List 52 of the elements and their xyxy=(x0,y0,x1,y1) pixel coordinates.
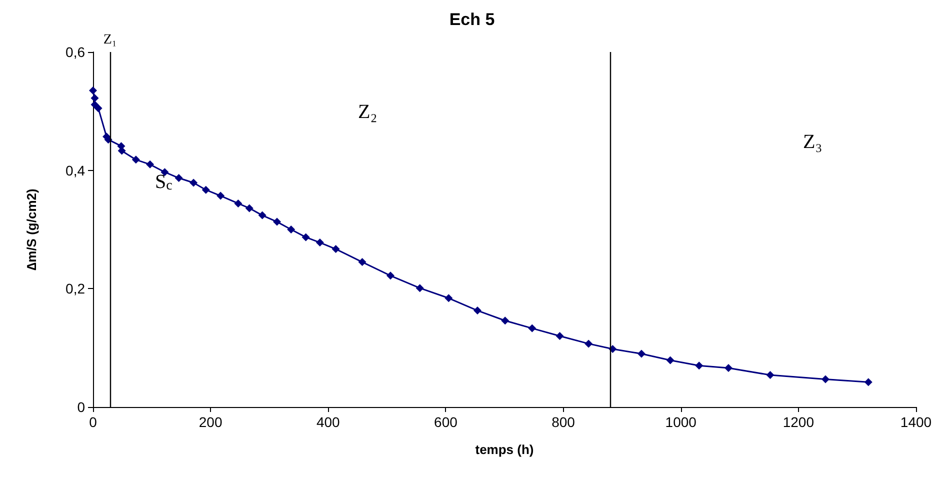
x-axis-title: temps (h) xyxy=(475,442,534,457)
chart-title: Ech 5 xyxy=(449,10,495,29)
point xyxy=(316,238,324,247)
x-tick-label: 0 xyxy=(89,414,98,430)
point xyxy=(258,211,266,220)
x-tick-label: 600 xyxy=(434,414,458,430)
point xyxy=(273,218,281,226)
point xyxy=(473,306,482,315)
point xyxy=(556,332,564,340)
point xyxy=(444,294,453,302)
point xyxy=(358,258,366,266)
y-tick-label: 0,2 xyxy=(66,280,86,297)
x-tick-label: 200 xyxy=(198,414,222,430)
point xyxy=(766,371,774,380)
ref-line-label: Z₁ xyxy=(103,32,117,48)
point xyxy=(90,94,99,102)
point xyxy=(302,233,310,242)
x-tick-label: 800 xyxy=(552,414,576,430)
point xyxy=(89,86,97,94)
point xyxy=(202,186,210,194)
y-tick-label: 0,6 xyxy=(66,44,86,60)
point xyxy=(864,378,872,386)
point xyxy=(386,272,394,280)
point xyxy=(287,226,296,234)
y-tick-label: 0 xyxy=(77,399,86,415)
x-tick-label: 1000 xyxy=(665,414,697,430)
point xyxy=(216,192,225,200)
x-tick-label: 1200 xyxy=(782,414,814,430)
point xyxy=(821,375,830,384)
point xyxy=(666,356,674,364)
point xyxy=(416,284,424,292)
point xyxy=(174,174,183,182)
point xyxy=(637,350,646,358)
x-tick-label: 1400 xyxy=(900,414,932,430)
y-tick-label: 0,4 xyxy=(66,162,86,178)
point xyxy=(332,245,340,254)
point xyxy=(528,324,536,332)
annotation: Z₂ xyxy=(358,101,378,123)
point xyxy=(584,340,593,348)
point xyxy=(132,156,140,164)
annotation: Sc xyxy=(155,171,172,194)
point xyxy=(695,362,704,370)
annotation: Z₃ xyxy=(803,131,822,153)
point xyxy=(501,316,510,325)
y-axis-title: ∆m/S (g/cm2) xyxy=(24,188,39,270)
point xyxy=(245,204,254,212)
point xyxy=(234,199,242,208)
point xyxy=(724,364,732,372)
point xyxy=(190,178,198,187)
point xyxy=(146,160,154,168)
point xyxy=(94,104,102,112)
x-tick-label: 400 xyxy=(316,414,340,430)
